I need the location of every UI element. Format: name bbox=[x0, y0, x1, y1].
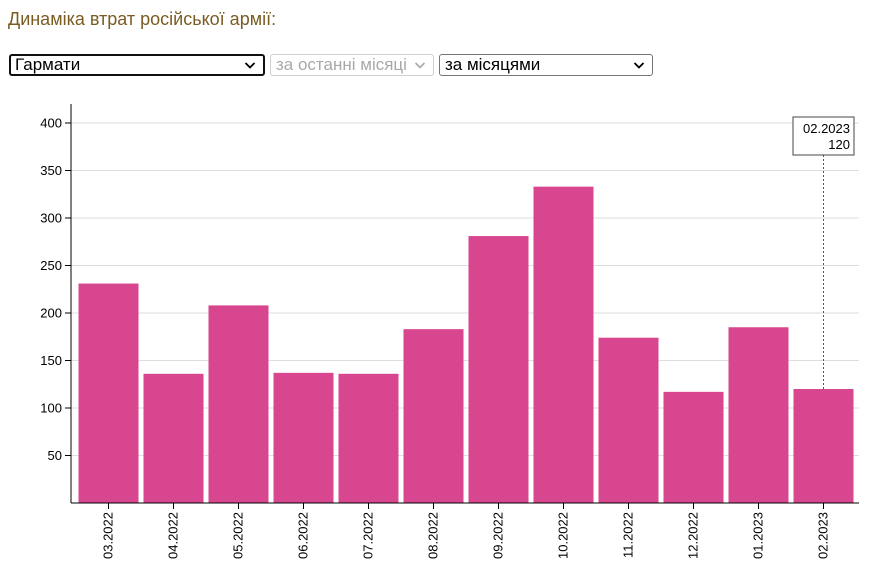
bar-06.2022[interactable] bbox=[273, 372, 334, 503]
chevron-down-icon bbox=[414, 62, 426, 69]
tooltip-box bbox=[792, 116, 855, 156]
y-tick-label: 400 bbox=[40, 116, 62, 131]
y-tick-label: 250 bbox=[40, 258, 62, 273]
bar-02.2023[interactable] bbox=[793, 389, 854, 503]
x-tick-label: 11.2022 bbox=[621, 512, 636, 558]
period-select: за останні місяці bbox=[270, 54, 434, 76]
bar-11.2022[interactable] bbox=[598, 337, 659, 503]
x-tick-label: 10.2022 bbox=[556, 512, 571, 559]
x-tick-label: 06.2022 bbox=[296, 512, 311, 559]
chevron-down-icon bbox=[633, 62, 645, 69]
chart-bars bbox=[78, 186, 854, 504]
chart-gridlines bbox=[71, 122, 859, 456]
y-tick-label: 100 bbox=[40, 401, 62, 416]
chevron-down-icon bbox=[244, 62, 256, 69]
grouping-select[interactable]: за місяцями bbox=[439, 54, 653, 76]
bar-08.2022[interactable] bbox=[403, 329, 464, 503]
x-tick-label: 08.2022 bbox=[426, 512, 441, 559]
period-select-value: за останні місяці bbox=[276, 55, 407, 74]
bar-12.2022[interactable] bbox=[663, 391, 724, 503]
x-tick-label: 02.2023 bbox=[816, 512, 831, 559]
y-tick-label: 300 bbox=[40, 211, 62, 226]
page-title: Динаміка втрат російської армії: bbox=[8, 9, 277, 29]
bar-01.2023[interactable] bbox=[728, 327, 789, 503]
tooltip-date: 02.2023 bbox=[803, 121, 850, 136]
y-tick-label: 200 bbox=[40, 306, 62, 321]
y-tick-label: 150 bbox=[40, 353, 62, 368]
grouping-select-value: за місяцями bbox=[445, 55, 541, 74]
weapon-type-select[interactable]: Гармати bbox=[9, 54, 265, 76]
tooltip-value: 120 bbox=[828, 137, 850, 152]
bar-09.2022[interactable] bbox=[468, 236, 529, 504]
bar-07.2022[interactable] bbox=[338, 373, 399, 503]
x-tick-label: 03.2022 bbox=[101, 512, 116, 559]
x-tick-label: 05.2022 bbox=[231, 512, 246, 559]
x-tick-label: 07.2022 bbox=[361, 512, 376, 559]
y-tick-label: 50 bbox=[48, 448, 62, 463]
bar-10.2022[interactable] bbox=[533, 186, 594, 503]
bar-03.2022[interactable] bbox=[78, 283, 139, 503]
x-tick-label: 09.2022 bbox=[491, 512, 506, 559]
x-tick-label: 01.2023 bbox=[751, 512, 766, 559]
x-tick-label: 04.2022 bbox=[166, 512, 181, 559]
weapon-type-select-value: Гармати bbox=[15, 55, 81, 74]
x-tick-label: 12.2022 bbox=[686, 512, 701, 559]
y-tick-label: 350 bbox=[40, 163, 62, 178]
bar-05.2022[interactable] bbox=[208, 305, 269, 503]
chart-axes: 50 100 150 200 250 300 350 400 03.2022 04.2022 05.… bbox=[40, 104, 859, 559]
bar-04.2022[interactable] bbox=[143, 373, 204, 503]
